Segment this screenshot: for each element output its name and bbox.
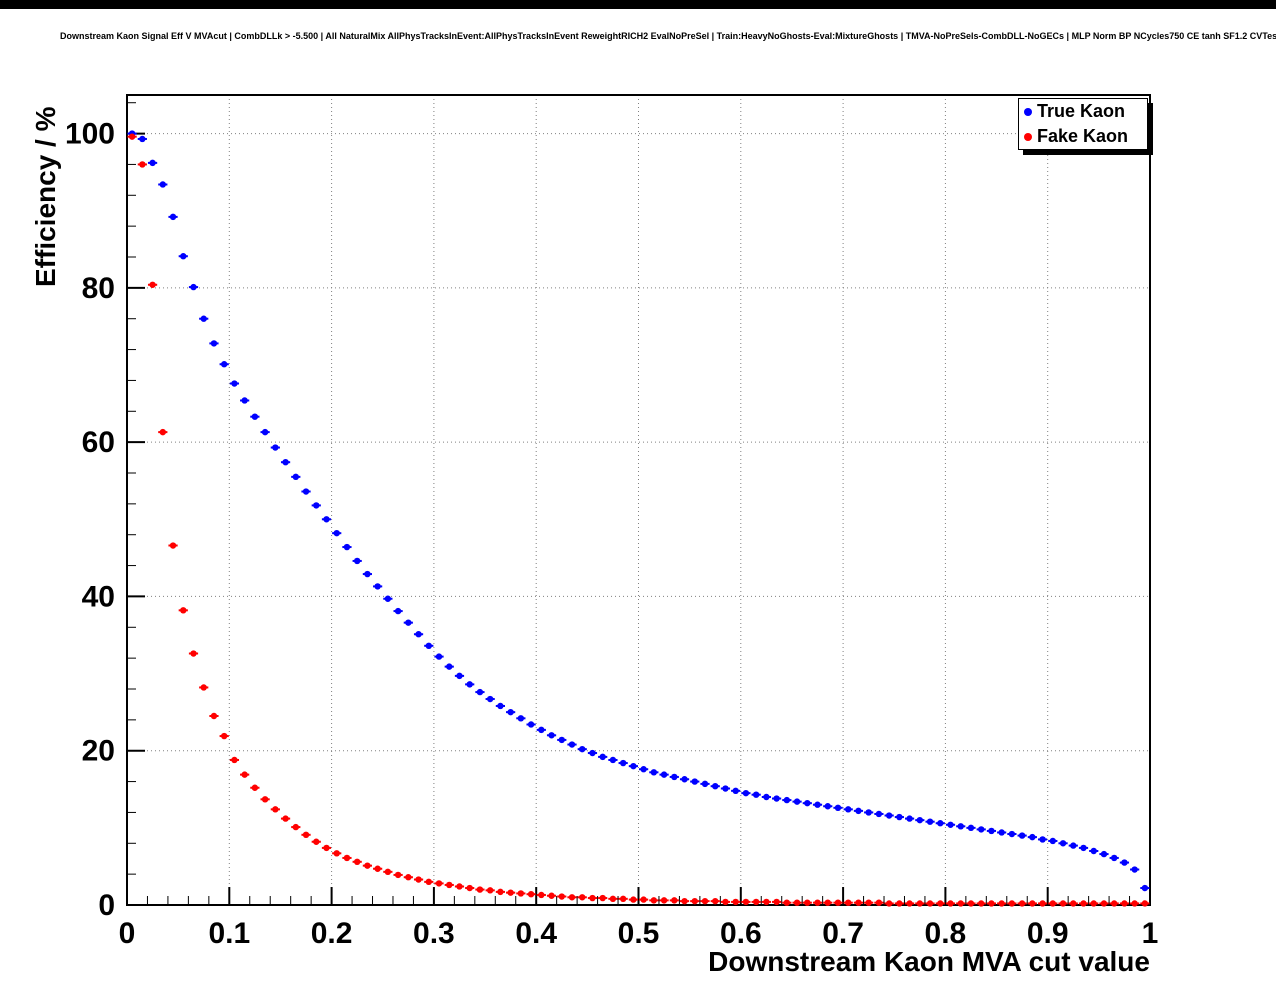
svg-text:100: 100 <box>65 118 115 151</box>
series-fake-kaon <box>127 133 1150 907</box>
legend-entry-fake-kaon: Fake Kaon <box>1019 124 1147 149</box>
svg-text:0.9: 0.9 <box>1027 917 1069 950</box>
svg-text:80: 80 <box>82 272 115 305</box>
fake-kaon-marker-icon <box>1024 132 1032 141</box>
series-true-kaon <box>127 130 1150 892</box>
svg-text:0.1: 0.1 <box>208 917 250 950</box>
svg-text:0.2: 0.2 <box>311 917 353 950</box>
x-axis-title: Downstream Kaon MVA cut value <box>708 946 1150 977</box>
legend-entry-true-kaon: True Kaon <box>1019 99 1147 124</box>
svg-text:0.5: 0.5 <box>618 917 660 950</box>
y-axis-title: Efficiency / % <box>30 106 61 287</box>
svg-text:1: 1 <box>1142 917 1159 950</box>
plot-title: Downstream Kaon Signal Eff V MVAcut | Co… <box>60 31 1276 41</box>
svg-text:0.8: 0.8 <box>925 917 967 950</box>
svg-text:0: 0 <box>119 917 136 950</box>
tick-labels: 0 0.1 0.2 0.3 0.4 0.5 0.6 0.7 0.8 0.9 1 0 20 40 60 80 10… <box>65 118 1158 950</box>
svg-text:0: 0 <box>98 889 115 922</box>
window-top-bar <box>0 0 1276 9</box>
svg-text:0.4: 0.4 <box>515 917 557 950</box>
axis-ticks <box>126 102 1151 906</box>
svg-text:0.7: 0.7 <box>822 917 864 950</box>
legend-label-fake-kaon: Fake Kaon <box>1037 126 1129 146</box>
true-kaon-marker-icon <box>1024 107 1032 116</box>
svg-text:20: 20 <box>82 735 115 768</box>
legend: True Kaon Fake Kaon <box>1018 98 1148 150</box>
gridlines <box>127 95 1151 905</box>
svg-text:0.6: 0.6 <box>720 917 762 950</box>
svg-text:60: 60 <box>82 426 115 459</box>
legend-label-true-kaon: True Kaon <box>1037 101 1126 121</box>
svg-text:40: 40 <box>82 580 115 613</box>
svg-text:0.3: 0.3 <box>413 917 455 950</box>
